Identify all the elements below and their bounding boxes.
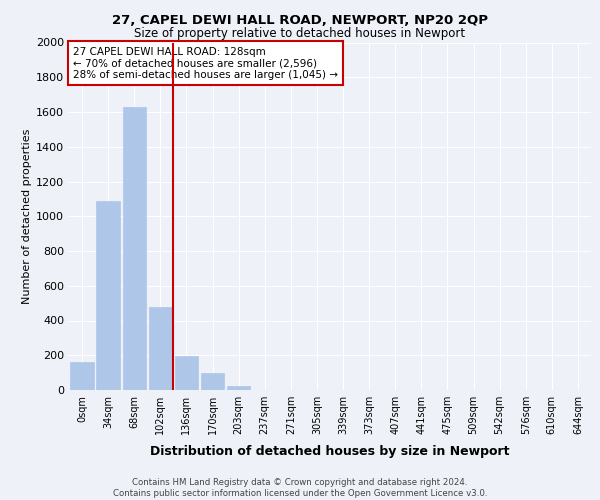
Bar <box>97 200 120 390</box>
Bar <box>227 386 250 390</box>
Bar <box>201 372 224 390</box>
X-axis label: Distribution of detached houses by size in Newport: Distribution of detached houses by size … <box>150 446 510 458</box>
Text: 27 CAPEL DEWI HALL ROAD: 128sqm
← 70% of detached houses are smaller (2,596)
28%: 27 CAPEL DEWI HALL ROAD: 128sqm ← 70% of… <box>73 46 338 80</box>
Text: 27, CAPEL DEWI HALL ROAD, NEWPORT, NP20 2QP: 27, CAPEL DEWI HALL ROAD, NEWPORT, NP20 … <box>112 14 488 27</box>
Bar <box>175 356 198 390</box>
Text: Size of property relative to detached houses in Newport: Size of property relative to detached ho… <box>134 28 466 40</box>
Bar <box>70 362 94 390</box>
Y-axis label: Number of detached properties: Number of detached properties <box>22 128 32 304</box>
Text: Contains HM Land Registry data © Crown copyright and database right 2024.
Contai: Contains HM Land Registry data © Crown c… <box>113 478 487 498</box>
Bar <box>122 107 146 390</box>
Bar <box>149 308 172 390</box>
